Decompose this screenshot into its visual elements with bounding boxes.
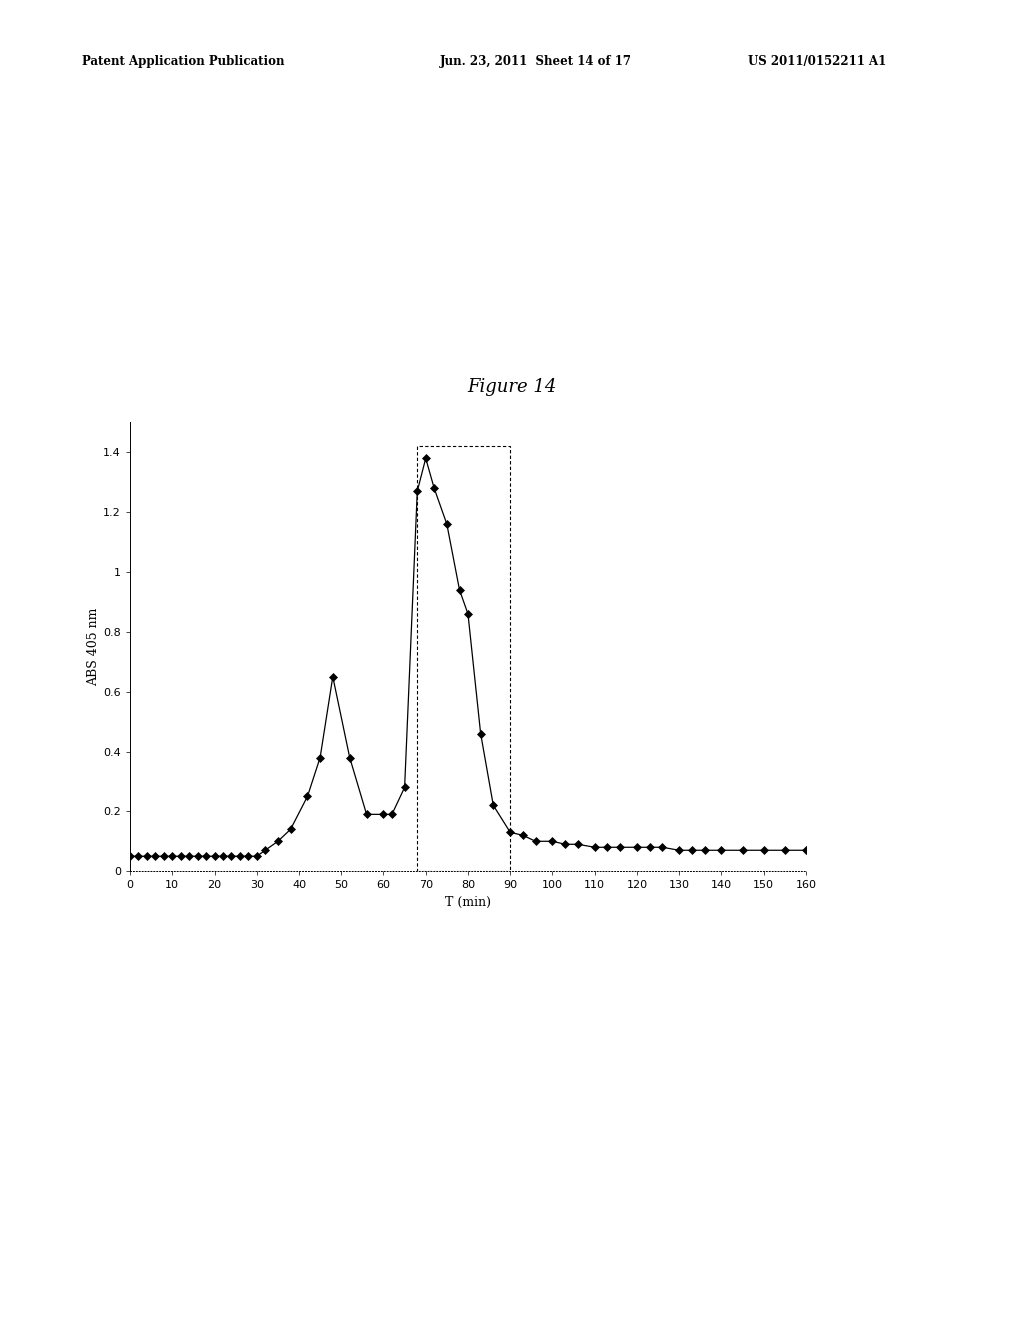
Text: Figure 14: Figure 14 [467,378,557,396]
Text: US 2011/0152211 A1: US 2011/0152211 A1 [748,55,886,69]
Bar [418,446,510,871]
X-axis label: T (min): T (min) [445,896,490,908]
Y-axis label: ABS 405 nm: ABS 405 nm [87,607,100,686]
Text: Patent Application Publication: Patent Application Publication [82,55,285,69]
Text: Jun. 23, 2011  Sheet 14 of 17: Jun. 23, 2011 Sheet 14 of 17 [440,55,632,69]
